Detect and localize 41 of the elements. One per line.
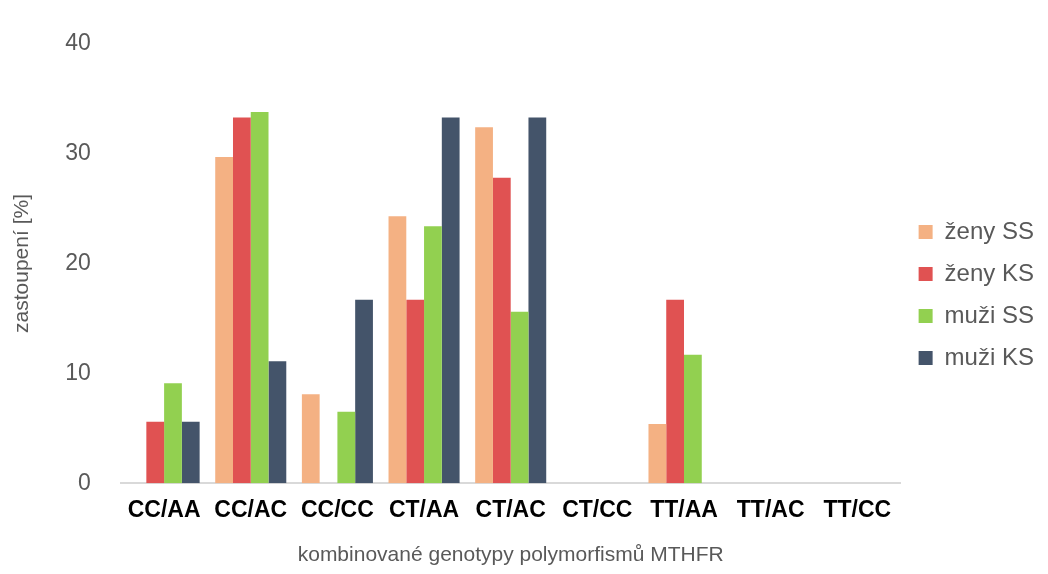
legend-label: muži KS <box>944 342 1034 370</box>
y-tick-label: 30 <box>65 138 91 165</box>
bar <box>684 354 702 484</box>
bar <box>301 394 320 484</box>
y-tick-label: 20 <box>65 248 91 275</box>
legend-label: muži SS <box>944 300 1034 328</box>
x-tick-label: CT/AC <box>475 496 546 523</box>
x-tick-label: CT/AA <box>388 496 460 523</box>
bar <box>232 117 251 484</box>
x-tick-label: CT/CC <box>562 496 633 523</box>
bar <box>666 299 684 484</box>
bar <box>268 361 287 484</box>
bar <box>355 299 373 484</box>
y-tick-label: 0 <box>77 468 91 495</box>
bar <box>388 216 407 484</box>
bar <box>250 111 269 484</box>
bar <box>492 177 511 484</box>
legend-label: ženy SS <box>944 216 1035 244</box>
y-tick-label: 40 <box>65 29 91 56</box>
legend-label: ženy KS <box>944 258 1035 286</box>
x-tick-label: CC/AA <box>127 496 201 523</box>
x-tick-label: TT/CC <box>823 496 892 523</box>
x-axis-title: kombinované genotypy polymorfismů MTHFR <box>297 542 724 566</box>
x-tick-label: TT/AC <box>736 496 805 523</box>
bar <box>215 156 233 484</box>
bar <box>648 423 667 484</box>
bar <box>441 117 460 484</box>
bar <box>146 421 165 484</box>
x-tick-label: TT/AA <box>650 496 718 523</box>
x-tick-label: CC/AC <box>214 496 288 523</box>
y-axis-title: zastoupení [%] <box>9 194 33 333</box>
bar <box>528 117 547 484</box>
bar <box>475 127 493 484</box>
bar <box>164 383 182 484</box>
bar <box>181 421 200 484</box>
y-tick-label: 10 <box>65 358 91 385</box>
bar <box>424 226 442 484</box>
bar <box>337 411 356 484</box>
bar <box>510 311 529 484</box>
bar <box>406 299 425 484</box>
x-tick-label: CC/CC <box>300 496 374 523</box>
